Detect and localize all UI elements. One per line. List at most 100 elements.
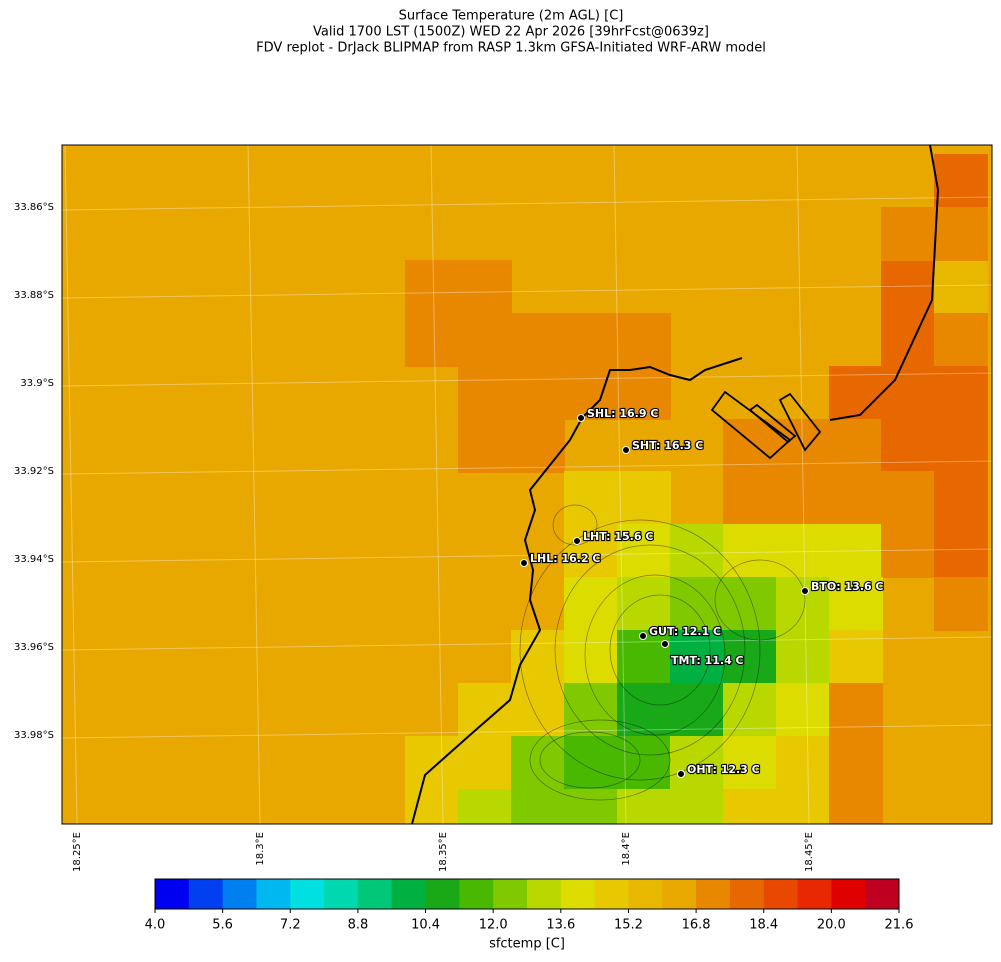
cell	[564, 736, 618, 790]
cell	[881, 524, 935, 578]
cell	[829, 524, 883, 578]
station-dot	[801, 587, 809, 595]
colorbar-tick-label: 16.8	[682, 918, 711, 933]
graticule	[62, 636, 992, 651]
cell	[829, 630, 883, 684]
cell	[670, 577, 724, 631]
station-label: GUT: 12.1 C	[649, 625, 721, 638]
cell	[670, 524, 724, 578]
colorbar-segment	[527, 879, 562, 909]
lat-label: 33.98°S	[14, 730, 54, 741]
cell	[881, 313, 935, 367]
cell	[934, 419, 988, 473]
cell	[511, 789, 565, 824]
colorbar-segment	[391, 879, 427, 909]
colorbar-label: sfctemp [C]	[489, 937, 565, 952]
title: FDV replot - DrJack BLIPMAP from RASP 1.…	[256, 41, 766, 56]
harbour	[748, 403, 797, 444]
cell	[723, 789, 777, 824]
cell	[511, 313, 565, 367]
cell	[511, 736, 565, 790]
lat-label: 33.86°S	[14, 202, 54, 213]
cell	[458, 683, 512, 737]
cell	[670, 683, 724, 737]
contour	[539, 731, 641, 789]
cell	[564, 471, 618, 525]
cell	[511, 683, 565, 737]
cell	[564, 313, 618, 367]
lat-label: 33.9°S	[20, 378, 54, 389]
graticule	[62, 548, 992, 563]
colorbar-tick-label: 15.2	[614, 918, 643, 933]
graticule	[62, 724, 992, 739]
cell	[458, 260, 512, 314]
contour	[552, 504, 598, 546]
cell	[670, 630, 724, 684]
cell	[934, 524, 988, 578]
colorbar-tick-label: 18.4	[749, 918, 778, 933]
colorbar-segment	[763, 879, 799, 909]
colorbar-segment	[459, 879, 494, 909]
cell	[829, 419, 883, 473]
station-label: LHL: 16.2 C	[530, 552, 601, 565]
colorbar-segment	[188, 879, 224, 909]
cell	[776, 789, 830, 824]
colorbar-segment	[628, 879, 663, 909]
cell	[881, 207, 935, 261]
cell	[617, 736, 671, 790]
colorbar-segment	[865, 879, 900, 909]
cell	[881, 471, 935, 525]
lon-label: 18.4°E	[621, 832, 632, 866]
cell	[564, 789, 618, 824]
cell	[617, 366, 671, 420]
station-dot	[573, 537, 581, 545]
colorbar-tick-label: 20.0	[817, 918, 846, 933]
colorbar-segment	[357, 879, 393, 909]
cell	[458, 366, 512, 420]
lat-label: 33.94°S	[14, 554, 54, 565]
title: Surface Temperature (2m AGL) [C]	[399, 9, 624, 24]
contour	[714, 559, 806, 641]
station-dot	[577, 414, 585, 422]
cell	[723, 683, 777, 737]
graticule	[247, 145, 261, 824]
station-label: OHT: 12.3 C	[687, 763, 760, 776]
map-frame	[61, 144, 993, 825]
harbour	[778, 392, 822, 452]
map	[62, 145, 992, 824]
lat-label: 33.96°S	[14, 642, 54, 653]
colorbar-segment	[256, 879, 291, 909]
cell	[405, 260, 459, 314]
title: Valid 1700 LST (1500Z) WED 22 Apr 2026 […	[313, 25, 709, 40]
coastline	[829, 145, 940, 421]
cell	[617, 789, 671, 824]
cell	[458, 789, 512, 824]
cell	[617, 524, 671, 578]
lon-label: 18.3°E	[255, 832, 266, 866]
lon-label: 18.25°E	[72, 832, 83, 872]
cell	[723, 630, 777, 684]
cell	[776, 524, 830, 578]
colorbar-segment	[290, 879, 325, 909]
cell	[776, 630, 830, 684]
contour	[519, 519, 761, 781]
station-label: BTO: 13.6 C	[811, 580, 884, 593]
station-label: TMT: 11.4 C	[671, 654, 744, 667]
colorbar-tick-label: 8.8	[348, 918, 369, 933]
cell	[723, 577, 777, 631]
lat-label: 33.92°S	[14, 466, 54, 477]
cell	[405, 313, 459, 367]
colorbar-frame	[154, 878, 900, 910]
cell	[670, 789, 724, 824]
cell	[934, 154, 988, 208]
contour	[554, 544, 746, 756]
graticule	[613, 145, 627, 824]
cell	[564, 524, 618, 578]
cell	[776, 471, 830, 525]
cell	[617, 683, 671, 737]
cell	[934, 260, 988, 314]
graticule	[62, 372, 992, 387]
graticule	[796, 145, 810, 824]
cell	[881, 366, 935, 420]
colorbar-tick-label: 13.6	[546, 918, 575, 933]
